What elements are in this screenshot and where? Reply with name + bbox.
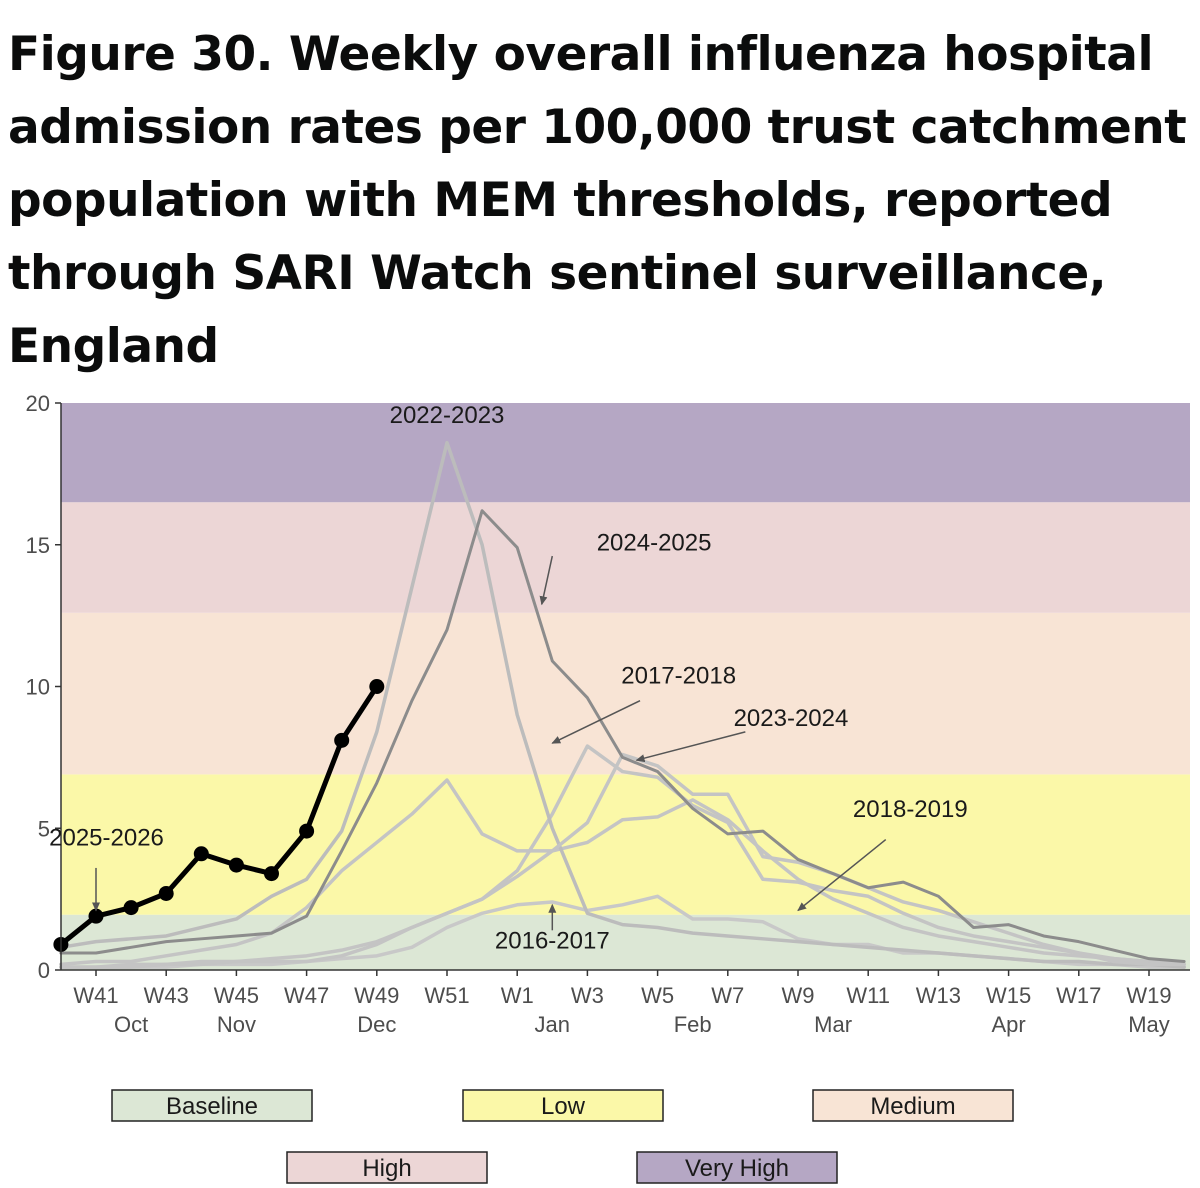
legend-label-high: High	[362, 1155, 411, 1182]
point-2025-2026-8	[334, 732, 350, 748]
legend-label-very-high: Very High	[685, 1155, 789, 1182]
band-medium	[61, 612, 1190, 775]
legend-item-medium: Medium	[812, 1089, 1014, 1122]
x-tick-label-W3: W3	[571, 983, 604, 1008]
annotation-2025-2026: 2025-2026	[49, 824, 164, 851]
x-tick-label-W45: W45	[214, 983, 259, 1008]
month-label-Oct: Oct	[114, 1012, 148, 1037]
series-line-2022-2023	[59, 440, 1186, 969]
x-tick-label-W15: W15	[986, 983, 1031, 1008]
legend-label-low: Low	[541, 1093, 586, 1120]
chart-axes: 0 5 10 15 20 W41 W43 W45 W47 W49 W51 W1 W3 W5 W7 W9 W11 W…	[26, 391, 1190, 1037]
band-very-high	[61, 403, 1190, 503]
arrow-2017-2018	[551, 700, 641, 744]
series-line-2018-2019	[59, 798, 1186, 969]
month-label-Apr: Apr	[991, 1012, 1025, 1037]
arrow-2023-2024	[635, 731, 746, 763]
x-tick-label-W47: W47	[284, 983, 329, 1008]
point-2025-2026-6	[264, 866, 279, 882]
y-tick-label-20: 20	[26, 391, 50, 416]
legend-label-baseline: Baseline	[166, 1093, 258, 1120]
x-tick-label-W49: W49	[354, 983, 399, 1008]
point-2025-2026-1	[88, 908, 104, 924]
month-label-Mar: Mar	[814, 1012, 852, 1037]
point-2025-2026-5	[228, 857, 244, 873]
y-tick-label-5: 5	[38, 816, 50, 841]
title-line-5: England	[8, 319, 219, 374]
x-tick-label-W11: W11	[846, 983, 890, 1008]
y-tick-label-15: 15	[26, 533, 50, 558]
legend-item-very-high: Very High	[636, 1151, 838, 1184]
legend-item-low: Low	[462, 1089, 664, 1122]
legend-swatch-baseline	[111, 1089, 313, 1122]
x-tick-label-W17: W17	[1056, 983, 1101, 1008]
series-line-2024-2025	[59, 509, 1186, 963]
arrow-2018-2019	[797, 839, 887, 912]
legend-label-medium: Medium	[870, 1093, 955, 1120]
legend-swatch-medium	[812, 1089, 1014, 1122]
point-2025-2026-9	[369, 679, 385, 694]
month-label-Feb: Feb	[674, 1012, 712, 1037]
month-label-Nov: Nov	[217, 1012, 256, 1037]
y-tick-label-10: 10	[26, 675, 50, 700]
legend-swatch-very-high	[636, 1151, 838, 1184]
x-tick-label-W1: W1	[501, 983, 534, 1008]
band-high	[61, 502, 1190, 613]
month-label-Dec: Dec	[357, 1012, 396, 1037]
y-tick-label-0: 0	[38, 958, 50, 983]
x-tick-label-W51: W51	[424, 983, 469, 1008]
month-label-May: May	[1128, 1012, 1170, 1037]
x-tick-label-W13: W13	[916, 983, 961, 1008]
title-line-2: admission rates per 100,000 trust catchm…	[8, 100, 1187, 155]
annotation-2022-2023: 2022-2023	[390, 402, 505, 429]
annotation-2024-2025: 2024-2025	[597, 529, 712, 556]
season-series	[53, 440, 1186, 969]
x-tick-label-W7: W7	[711, 983, 744, 1008]
x-tick-label-W19: W19	[1126, 983, 1171, 1008]
x-tick-label-W41: W41	[73, 983, 118, 1008]
x-tick-label-W43: W43	[144, 983, 189, 1008]
annotation-2023-2024: 2023-2024	[734, 705, 849, 732]
month-label-Jan: Jan	[535, 1012, 570, 1037]
threshold-legend: Baseline Low Medium High Very High	[111, 1089, 1014, 1184]
legend-item-high: High	[286, 1151, 488, 1184]
x-tick-label-W5: W5	[641, 983, 674, 1008]
point-2025-2026-3	[158, 885, 174, 901]
annotation-2018-2019: 2018-2019	[853, 796, 968, 823]
title-line-1: Figure 30. Weekly overall influenza hosp…	[8, 27, 1154, 82]
x-tick-label-W9: W9	[782, 983, 815, 1008]
legend-swatch-low	[462, 1089, 664, 1122]
annotation-2017-2018: 2017-2018	[621, 663, 736, 690]
title-line-4: through SARI Watch sentinel surveillance…	[8, 246, 1107, 301]
annotation-2016-2017: 2016-2017	[495, 928, 610, 955]
title-line-3: population with MEM thresholds, reported	[8, 173, 1113, 228]
point-2025-2026-7	[299, 823, 315, 839]
point-2025-2026-2	[123, 900, 139, 916]
arrow-2024-2025	[539, 555, 554, 606]
threshold-bands	[61, 403, 1190, 970]
chart-title: Figure 30. Weekly overall influenza hosp…	[8, 18, 1188, 383]
series-line-2025-2026	[58, 684, 380, 947]
legend-item-baseline: Baseline	[111, 1089, 313, 1122]
season-annotations: 2022-2023 2024-2025 2017-2018 2023-2024 2018…	[49, 402, 968, 955]
point-2025-2026-4	[193, 846, 209, 862]
legend-swatch-high	[286, 1151, 488, 1184]
band-low	[61, 774, 1190, 915]
